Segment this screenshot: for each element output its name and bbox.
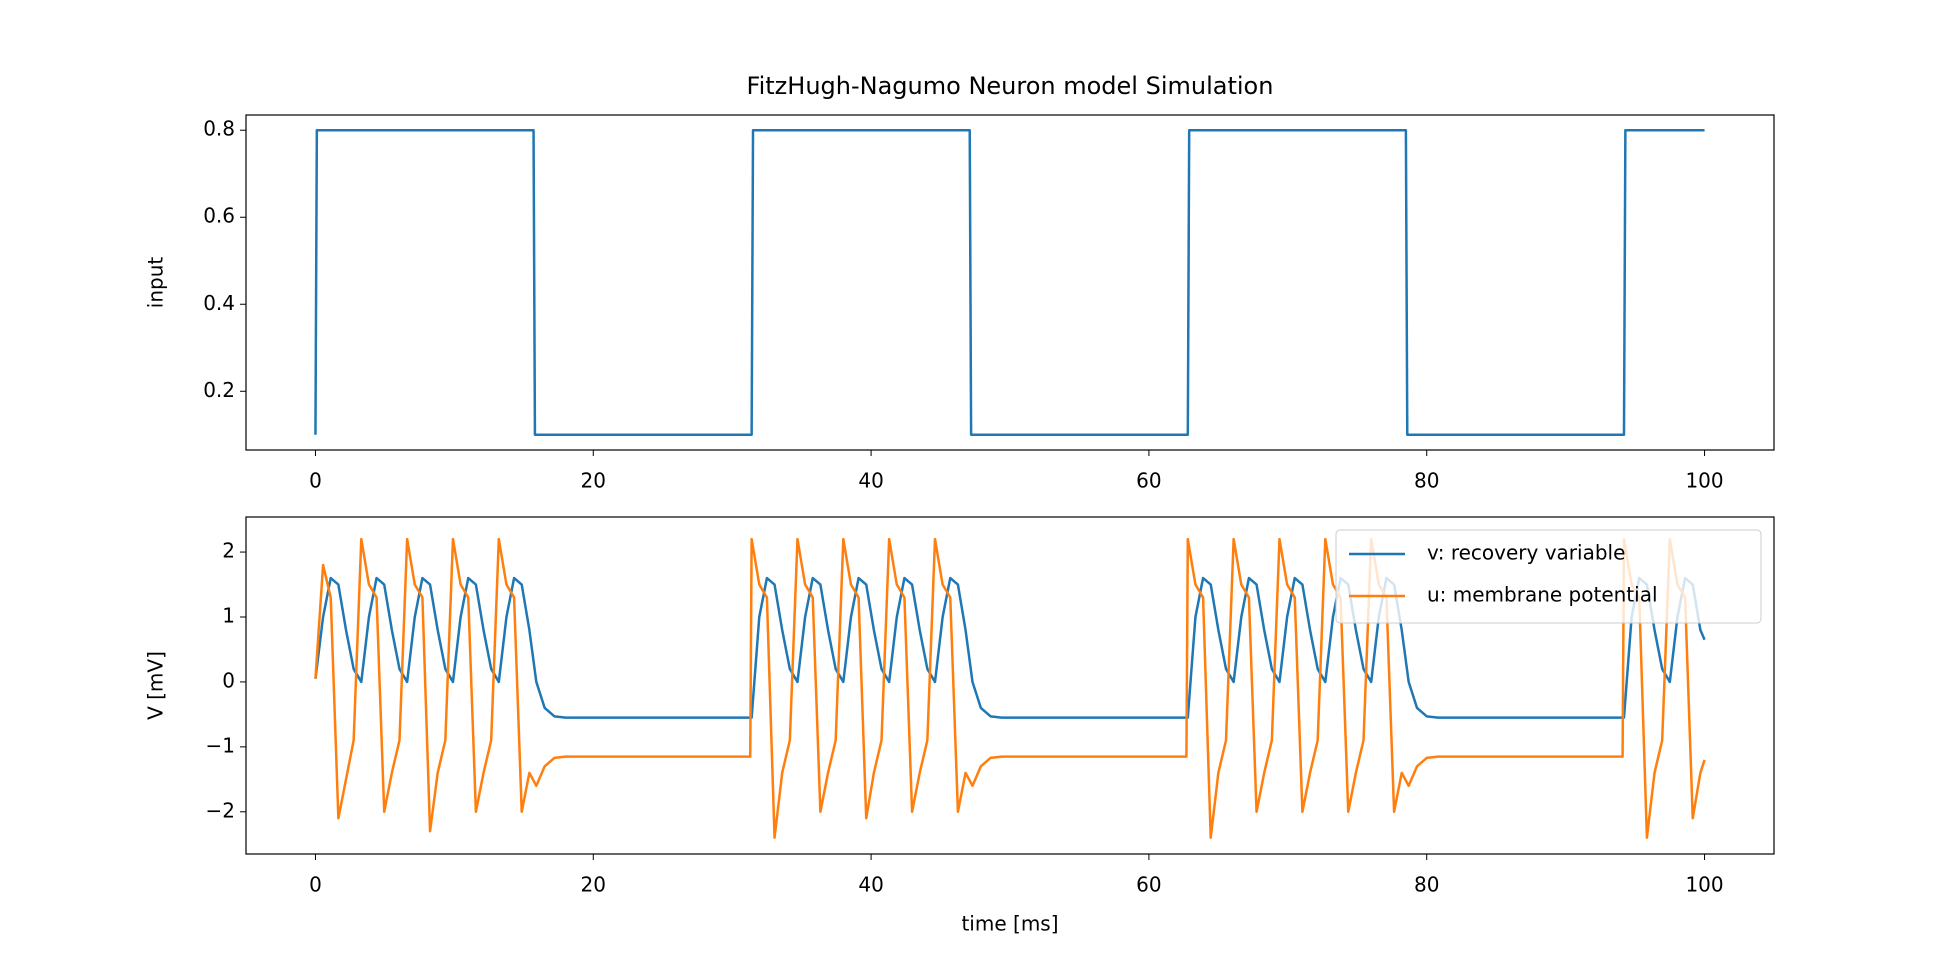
y-tick-label: 0.8 (203, 117, 235, 141)
y-axis-label: input (144, 257, 168, 309)
y-tick-label: 2 (222, 539, 235, 563)
x-tick-label: 40 (858, 873, 883, 897)
x-axis-label: time [ms] (961, 912, 1058, 936)
y-tick-label: 0.2 (203, 378, 235, 402)
axes-frame (245, 114, 1775, 451)
legend-box (1335, 529, 1762, 624)
x-tick-label: 20 (581, 873, 606, 897)
y-axis-label: V [mV] (144, 651, 168, 720)
y-tick-label: 0 (222, 668, 235, 692)
legend-label: u: membrane potential (1427, 583, 1658, 607)
x-tick-label: 40 (858, 469, 883, 493)
y-tick-label: 1 (222, 603, 235, 627)
data-line (314, 128, 1705, 437)
chart-title: FitzHugh-Nagumo Neuron model Simulation (747, 72, 1274, 100)
data-line (314, 537, 1706, 840)
x-tick-label: 60 (1136, 469, 1161, 493)
axes-frame (245, 516, 1775, 855)
legend-label: v: recovery variable (1427, 541, 1625, 565)
x-tick-label: 80 (1414, 873, 1439, 897)
x-tick-label: 0 (309, 873, 322, 897)
x-tick-label: 0 (309, 469, 322, 493)
legend: v: recovery variable u: membrane potentia… (1335, 529, 1762, 624)
x-tick-label: 20 (581, 469, 606, 493)
x-tick-label: 60 (1136, 873, 1161, 897)
x-tick-label: 100 (1685, 469, 1723, 493)
y-tick-label: −1 (206, 733, 235, 757)
x-tick-label: 100 (1685, 873, 1723, 897)
x-tick-label: 80 (1414, 469, 1439, 493)
y-tick-label: 0.4 (203, 291, 235, 315)
y-tick-label: −2 (206, 798, 235, 822)
y-tick-label: 0.6 (203, 204, 235, 228)
